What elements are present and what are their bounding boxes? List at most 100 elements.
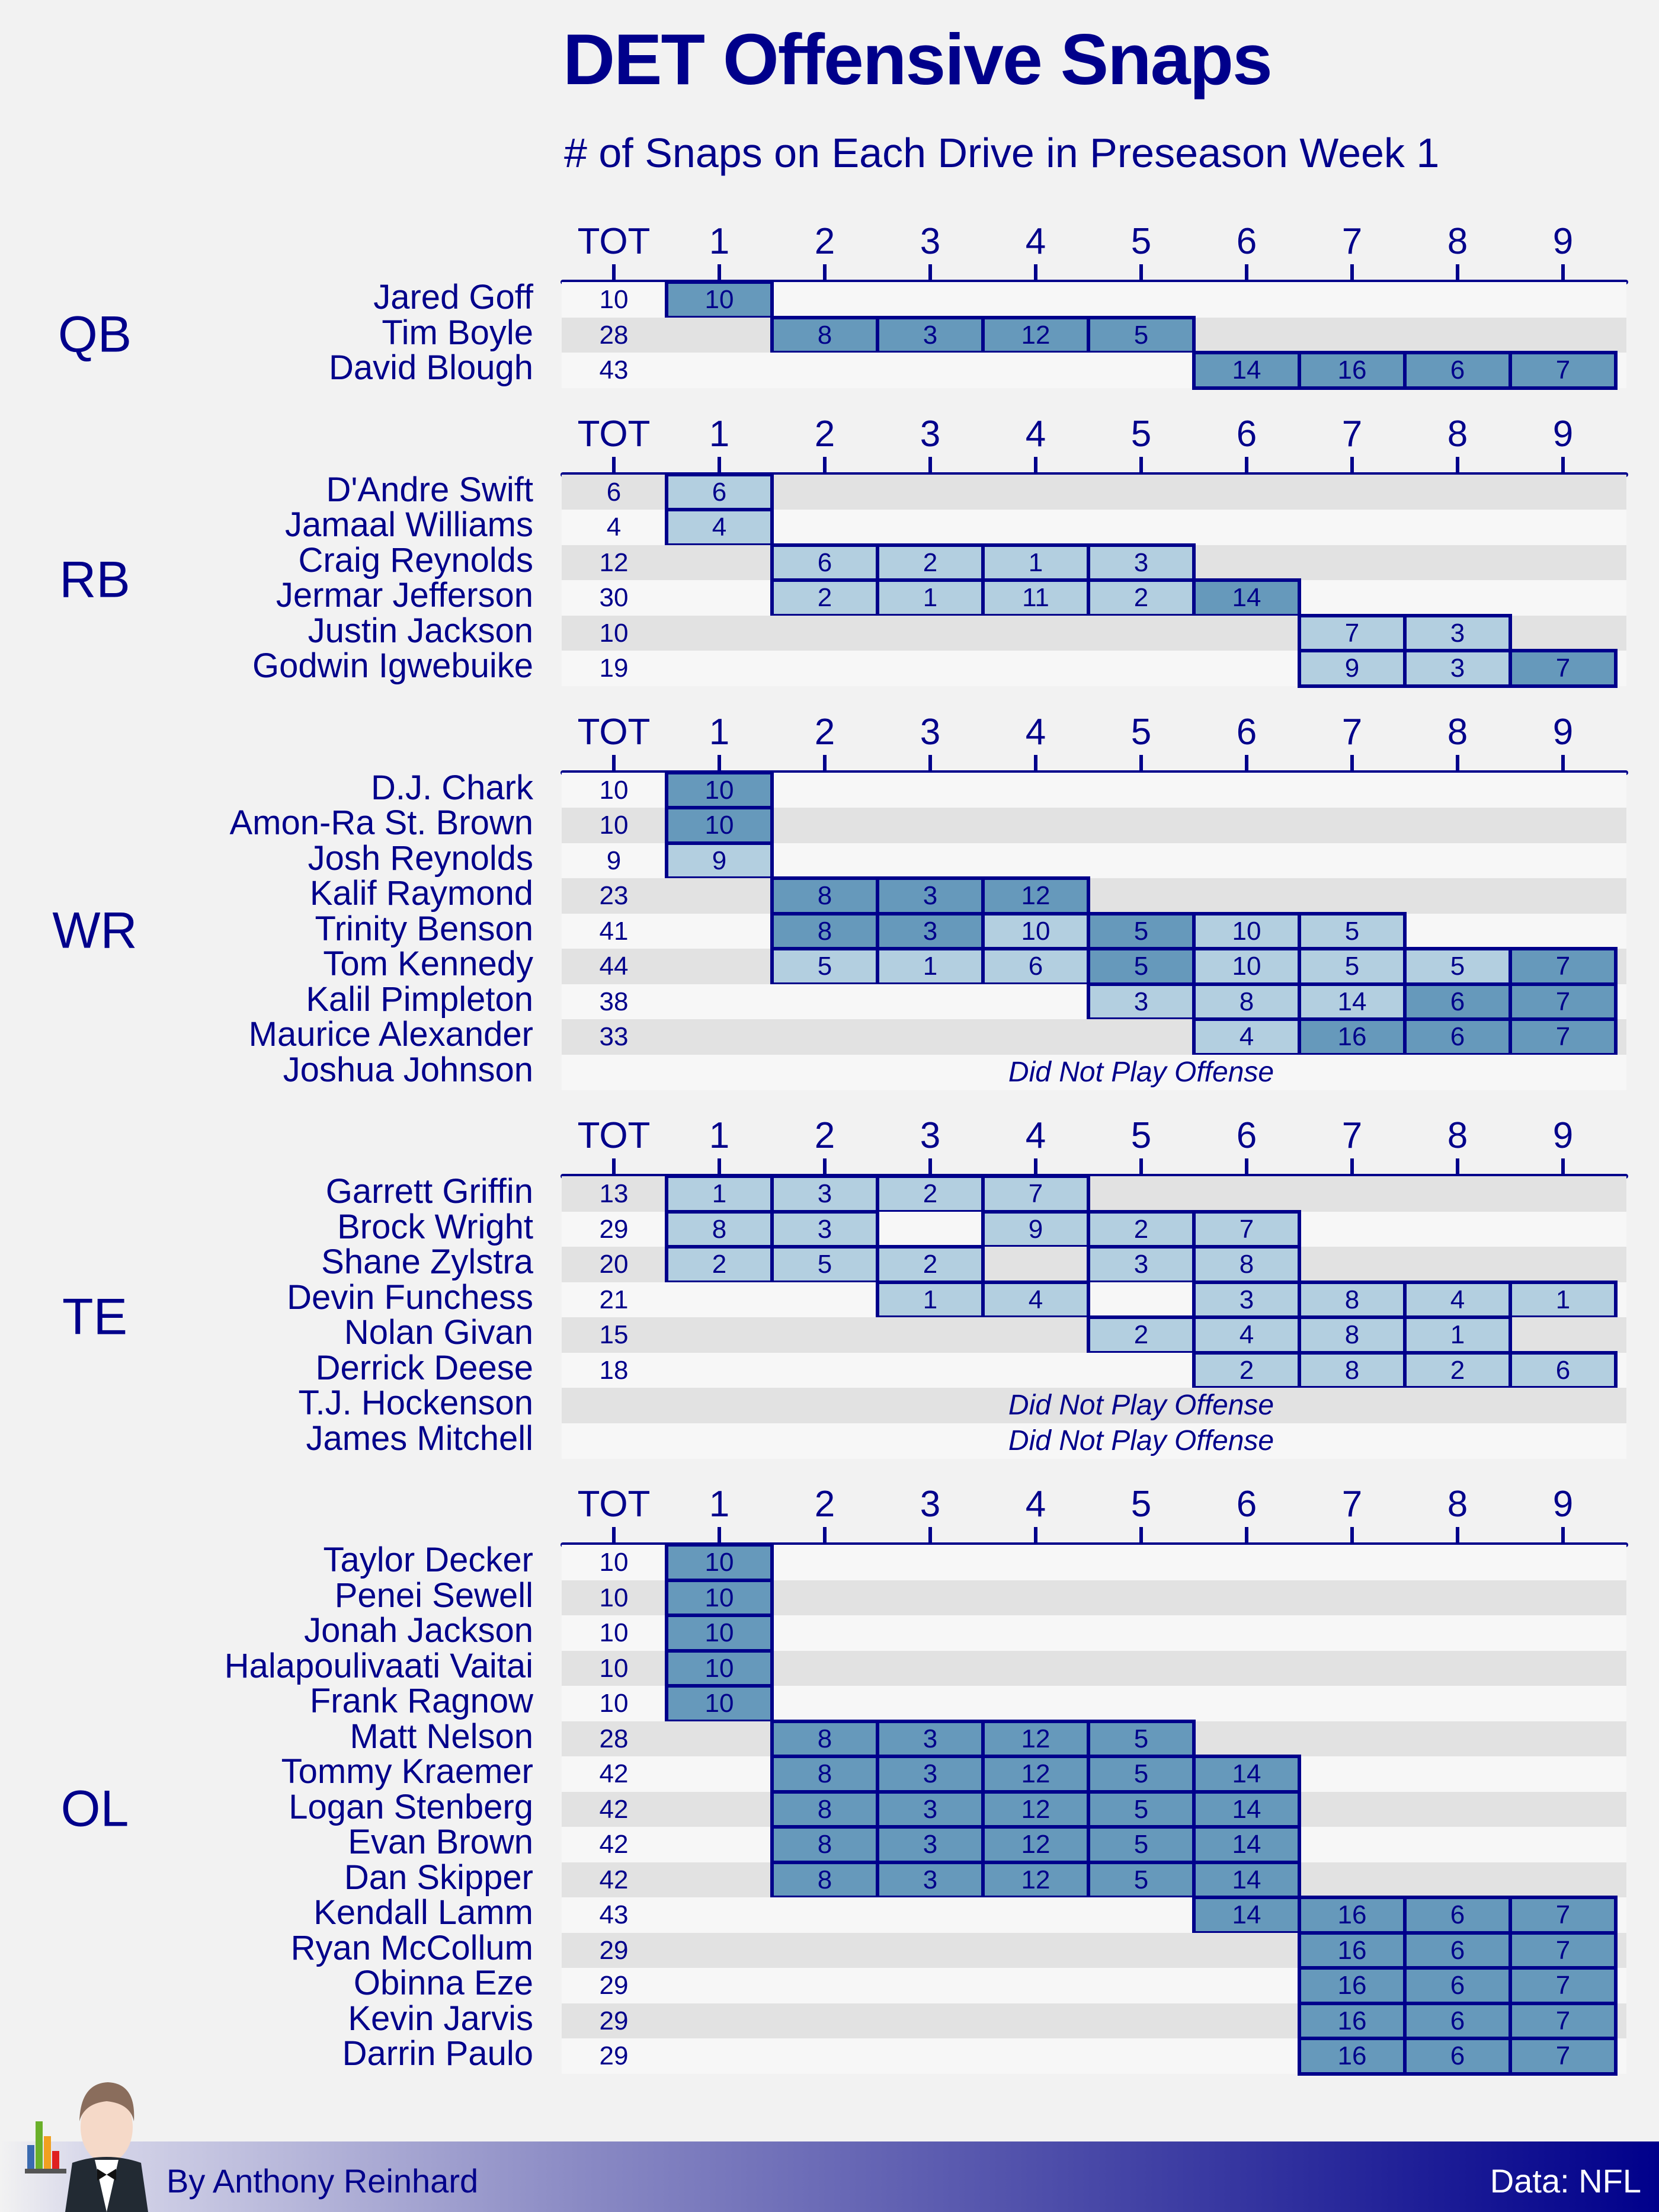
column-header: 6 — [1236, 711, 1257, 753]
chart-title: DET Offensive Snaps — [563, 19, 1273, 100]
axis-tick — [1139, 1158, 1143, 1176]
total-snaps: 15 — [599, 1320, 629, 1349]
total-snaps: 29 — [599, 1971, 629, 2000]
drive-snap-cell: 3 — [876, 1790, 985, 1829]
drive-snap-cell: 4 — [1192, 1315, 1301, 1355]
total-snaps: 6 — [606, 477, 622, 507]
total-snaps: 28 — [599, 320, 629, 350]
position-label: RB — [59, 551, 130, 609]
section-ol: TOT 1 2 3 4 5 6 7 8 9 Taylor Decker 10 10 Penei Sewel… — [0, 1458, 1659, 2076]
player-name: Maurice Alexander — [248, 1015, 533, 1054]
axis-tick — [1139, 754, 1143, 773]
total-snaps: 42 — [599, 1865, 629, 1894]
axis-tick — [612, 754, 616, 773]
player-name: Devin Funchess — [287, 1278, 533, 1317]
total-snaps: 43 — [599, 356, 629, 385]
section-rb: TOT 1 2 3 4 5 6 7 8 9 D'Andre Swift 6 6 Jamaal Willia… — [0, 388, 1659, 688]
column-header: TOT — [577, 221, 651, 262]
player-name: D'Andre Swift — [326, 470, 533, 509]
column-header: 6 — [1236, 1484, 1257, 1525]
drive-snap-cell: 10 — [665, 770, 774, 809]
drive-snap-cell: 5 — [1087, 1825, 1196, 1864]
drive-snap-cell: 16 — [1298, 1966, 1407, 2005]
drive-snap-cell: 7 — [1192, 1209, 1301, 1249]
drive-snap-cell: 6 — [1403, 1017, 1512, 1057]
drive-snap-cell: 14 — [1298, 982, 1407, 1021]
drive-snap-cell: 3 — [1403, 649, 1512, 688]
total-snaps: 10 — [599, 1618, 629, 1647]
axis-tick — [1561, 1527, 1565, 1545]
player-name: Penei Sewell — [334, 1576, 533, 1615]
player-name: Trinity Benson — [315, 909, 533, 948]
drive-snap-cell: 8 — [770, 1860, 879, 1899]
drive-snap-cell: 5 — [1298, 947, 1407, 986]
drive-snap-cell: 7 — [1509, 2037, 1618, 2076]
axis-tick — [1561, 264, 1565, 282]
drive-snap-cell: 5 — [1087, 1790, 1196, 1829]
axis-tick — [1350, 1158, 1354, 1176]
drive-snap-cell: 10 — [665, 1578, 774, 1617]
drive-snap-cell: 3 — [1087, 982, 1196, 1021]
column-header: 1 — [709, 221, 730, 262]
player-name: Jared Goff — [373, 278, 533, 316]
axis-tick — [823, 754, 827, 773]
player-name: Justin Jackson — [308, 611, 533, 650]
drive-snap-cell: 5 — [1087, 315, 1196, 354]
column-header: TOT — [577, 413, 651, 454]
drive-snap-cell: 5 — [1087, 1719, 1196, 1758]
axis-tick — [718, 456, 721, 475]
drive-snap-cell: 6 — [1509, 1350, 1618, 1390]
column-header: 6 — [1236, 413, 1257, 454]
axis-tick — [612, 1158, 616, 1176]
axis-tick — [928, 456, 932, 475]
axis-tick — [1561, 754, 1565, 773]
total-snaps: 29 — [599, 1935, 629, 1965]
total-snaps: 18 — [599, 1355, 629, 1385]
column-header: 4 — [1025, 1484, 1046, 1525]
position-label: TE — [62, 1288, 127, 1346]
position-label: WR — [52, 902, 137, 959]
drive-snap-cell: 1 — [876, 578, 985, 617]
drive-snap-cell: 10 — [665, 1648, 774, 1688]
total-snaps: 10 — [599, 285, 629, 314]
drive-snap-cell: 3 — [1087, 543, 1196, 582]
drive-snap-cell: 10 — [665, 806, 774, 845]
player-name: T.J. Hockenson — [298, 1384, 533, 1422]
drive-snap-cell: 6 — [1403, 982, 1512, 1021]
drive-snap-cell: 3 — [876, 315, 985, 354]
drive-snap-cell: 6 — [665, 472, 774, 511]
axis-tick — [823, 1527, 827, 1545]
drive-snap-cell: 8 — [1192, 1245, 1301, 1284]
total-snaps: 33 — [599, 1022, 629, 1051]
player-name: Ryan McCollum — [290, 1928, 533, 1967]
column-header: TOT — [577, 1115, 651, 1156]
axis-tick — [1245, 264, 1248, 282]
player-name: Shane Zylstra — [321, 1243, 533, 1281]
player-name: Taylor Decker — [323, 1541, 533, 1579]
position-label: OL — [60, 1780, 129, 1838]
column-header: 7 — [1341, 1115, 1363, 1156]
section-wr: TOT 1 2 3 4 5 6 7 8 9 D.J. Chark 10 10 Amon-Ra St. Br… — [0, 686, 1659, 1090]
axis-tick — [1034, 456, 1037, 475]
column-header: TOT — [577, 1484, 651, 1525]
drive-snap-cell: 3 — [1087, 1245, 1196, 1284]
column-header: 6 — [1236, 221, 1257, 262]
column-header: 3 — [920, 221, 941, 262]
column-header: 7 — [1341, 711, 1363, 753]
drive-snap-cell: 4 — [1192, 1017, 1301, 1057]
total-snaps: 30 — [599, 583, 629, 612]
player-name: D.J. Chark — [371, 768, 533, 807]
drive-snap-cell: 2 — [665, 1245, 774, 1284]
axis-tick — [928, 1158, 932, 1176]
column-header: 4 — [1025, 711, 1046, 753]
total-snaps: 10 — [599, 1653, 629, 1683]
drive-snap-cell: 16 — [1298, 351, 1407, 390]
table-row — [562, 878, 1626, 914]
axis-tick — [928, 264, 932, 282]
drive-snap-cell: 16 — [1298, 1017, 1407, 1057]
drive-snap-cell: 12 — [981, 1755, 1090, 1794]
drive-snap-cell: 9 — [665, 841, 774, 880]
drive-snap-cell: 2 — [876, 1245, 985, 1284]
column-header: 2 — [814, 1115, 835, 1156]
axis-tick — [612, 456, 616, 475]
